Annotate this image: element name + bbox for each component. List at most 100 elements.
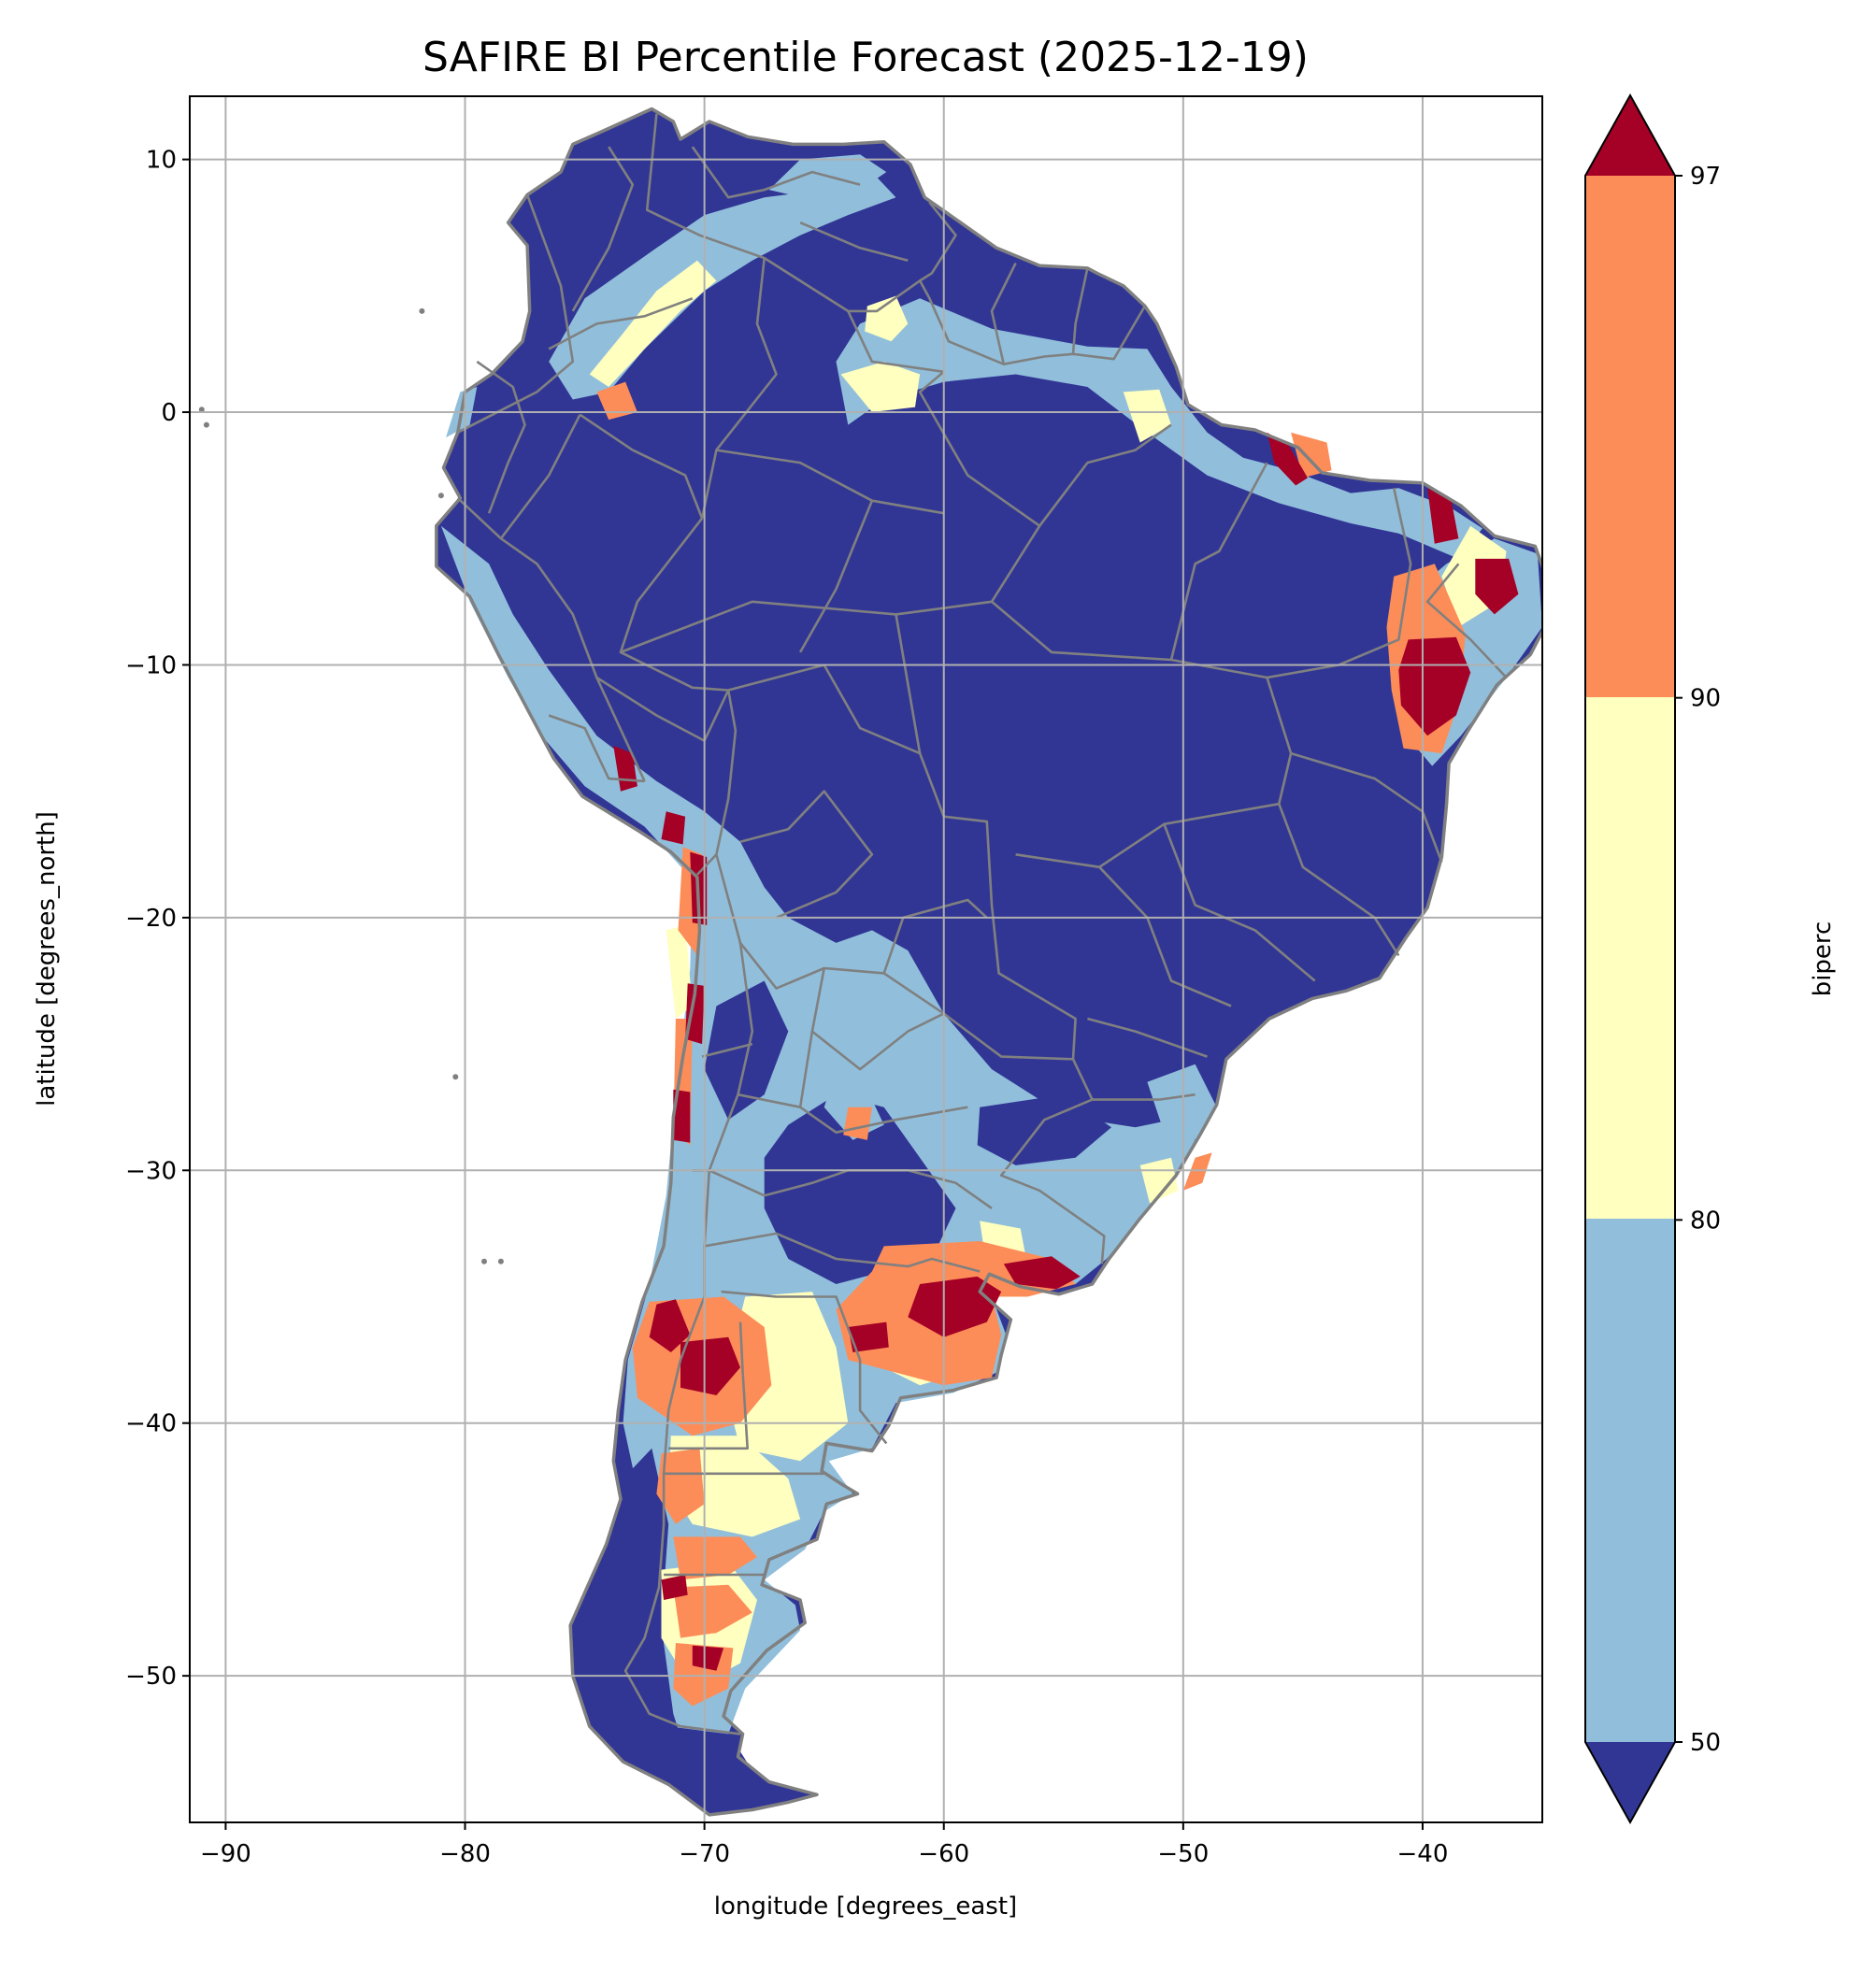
border-line-12: [1071, 267, 1089, 354]
percentile-map: [198, 107, 1542, 1817]
percentile-region-over-50: [649, 1299, 691, 1352]
border-line-41: [476, 360, 526, 514]
y-axis-ticks: 10 0 −10 −20 −30 −40 −50: [125, 147, 190, 1691]
colorbar-band-50-80: [1585, 1219, 1675, 1742]
border-line-14: [895, 614, 922, 754]
border-line-30: [738, 1093, 801, 1108]
border-line-37: [739, 790, 874, 920]
y-tick-label: −30: [125, 1157, 177, 1185]
percentile-region-under-10: [680, 1738, 765, 1807]
island-0: [203, 421, 209, 428]
border-line-26: [701, 1042, 753, 1058]
colorbar-band-90-97: [1585, 176, 1675, 697]
y-tick-label: −40: [125, 1410, 177, 1438]
axes-frame: [189, 95, 1543, 1823]
border-line-6: [715, 853, 988, 990]
border-line-34: [668, 1321, 750, 1450]
colorbar-ticks: 50 80 90 97: [1675, 163, 1721, 1757]
percentile-region-over-53: [692, 1645, 724, 1671]
border-line-42: [571, 146, 635, 312]
percentile-region-over-52: [661, 1575, 688, 1600]
percentile-region-b80_90-19: [668, 1435, 801, 1537]
border-line-15: [918, 370, 1041, 603]
x-axis-ticks: −90 −80 −70 −60 −50 −40: [200, 1822, 1448, 1868]
border-line-39: [595, 676, 730, 742]
colorbar-label: biperc: [1809, 921, 1837, 997]
border-line-5: [727, 664, 1077, 1060]
percentile-region-over-40: [1475, 558, 1519, 615]
percentile-region-under-8: [977, 1094, 1111, 1165]
border-line-23: [1098, 865, 1232, 1007]
percentile-region-b90_97-35: [673, 1584, 752, 1638]
chart-title: SAFIRE BI Percentile Forecast (2025-12-1…: [422, 34, 1309, 81]
percentile-region-b90_97-27: [1291, 432, 1332, 478]
colorbar-band-80-90: [1585, 697, 1675, 1219]
percentile-region-over-41: [1398, 636, 1471, 736]
map-axes: [189, 95, 1543, 1823]
island-1: [198, 407, 205, 413]
border-line-0: [457, 194, 575, 434]
percentile-region-b90_97-37: [1182, 1152, 1212, 1191]
border-line-7: [882, 972, 1106, 1264]
border-line-40: [548, 714, 645, 783]
border-line-8: [623, 942, 754, 1735]
colorbar: 50 80 90 97 biperc: [1584, 93, 1837, 1825]
percentile-region-over-49: [1003, 1256, 1081, 1290]
border-line-46: [716, 449, 944, 515]
border-line-47: [798, 500, 874, 653]
y-tick-label: −10: [125, 651, 177, 679]
x-tick-label: −60: [918, 1840, 969, 1868]
border-line-21: [1278, 803, 1400, 957]
border-line-11: [990, 262, 1017, 364]
border-line-28: [810, 967, 945, 1071]
percentile-region-b80_90-14: [865, 295, 909, 342]
colorbar-tick-label: 97: [1690, 163, 1721, 191]
border-line-38: [500, 537, 646, 782]
percentile-region-over-39: [1427, 488, 1459, 544]
percentile-region-b80_90-16: [1123, 389, 1171, 443]
border-line-16: [1038, 423, 1172, 527]
percentile-region-under-6: [764, 1094, 956, 1284]
percentile-region-b80_90-15: [840, 361, 921, 412]
x-tick-label: −90: [200, 1840, 251, 1868]
coastline: [435, 107, 1542, 1817]
border-line-18: [1267, 487, 1412, 679]
border-line-3: [456, 414, 581, 540]
percentile-region-over-45: [685, 983, 705, 1045]
x-tick-label: −40: [1397, 1840, 1449, 1868]
island-6: [497, 1258, 504, 1264]
border-line-29: [798, 1031, 968, 1134]
border-line-48: [847, 310, 944, 374]
y-tick-label: 10: [146, 147, 177, 175]
percentile-region-b90_97-33: [656, 1448, 705, 1524]
percentile-region-b90_97-34: [673, 1536, 757, 1580]
percentile-region-over-38: [1267, 432, 1308, 486]
percentile-region-b90_97-25: [596, 381, 637, 421]
percentile-region-over-51: [680, 1336, 740, 1395]
colorbar-tick-label: 90: [1690, 685, 1721, 713]
x-tick-label: −70: [679, 1840, 730, 1868]
percentile-region-over-48: [848, 1321, 889, 1352]
island-4: [452, 1074, 459, 1080]
x-tick-label: −50: [1157, 1840, 1209, 1868]
border-line-32: [704, 1232, 981, 1273]
border-line-19: [1425, 563, 1508, 678]
border-line-2: [579, 413, 704, 520]
colorbar-tick-label: 80: [1690, 1207, 1721, 1235]
border-line-33: [721, 1290, 888, 1445]
percentile-region-b80_90-24: [666, 925, 693, 1019]
percentile-region-b50_80-12: [1147, 1064, 1217, 1140]
border-line-13: [620, 600, 1293, 869]
y-tick-label: −20: [125, 905, 177, 933]
percentile-region-b90_97-30: [843, 1107, 872, 1140]
border-line-1: [645, 113, 778, 519]
border-line-44: [691, 146, 861, 199]
percentile-region-over-46: [673, 1089, 691, 1143]
percentile-region-b80_90-23: [1139, 1157, 1179, 1204]
percentile-region-over-47: [908, 1276, 1002, 1337]
colorbar-under-triangle: [1585, 1742, 1675, 1822]
x-tick-label: −80: [439, 1840, 491, 1868]
percentile-region-under-7: [704, 980, 789, 1121]
x-axis-label: longitude [degrees_east]: [714, 1892, 1017, 1921]
